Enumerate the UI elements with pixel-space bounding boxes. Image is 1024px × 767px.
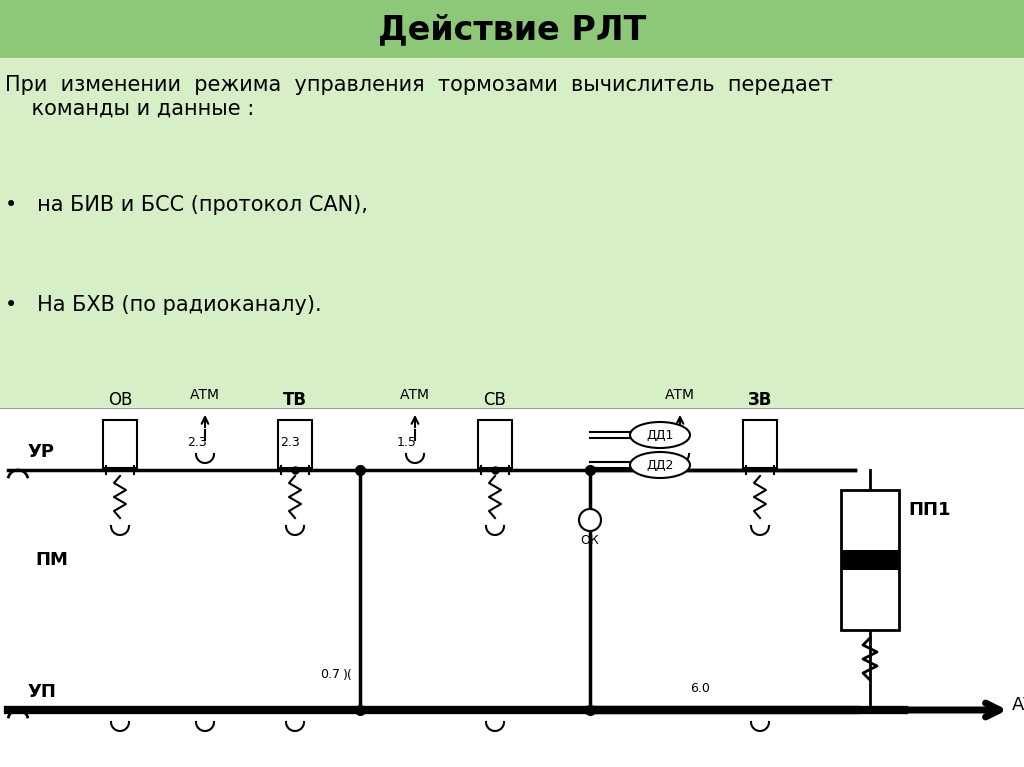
Text: ДД1: ДД1 (646, 429, 674, 442)
Text: ПМ: ПМ (35, 551, 68, 569)
Text: 0.7: 0.7 (319, 669, 340, 682)
Text: АТМ: АТМ (665, 388, 695, 402)
Text: 1.5: 1.5 (397, 436, 417, 449)
Bar (103, 420, 137, 468)
Text: ОК: ОК (581, 534, 599, 547)
Bar (743, 420, 777, 468)
Bar (0, 58, 1024, 408)
Text: АТМ: АТМ (1012, 696, 1024, 714)
Bar (841, 550, 899, 570)
Text: АТМ: АТМ (400, 388, 430, 402)
Ellipse shape (630, 422, 690, 448)
Bar (478, 420, 512, 468)
Text: 2.3: 2.3 (187, 436, 207, 449)
Text: УР: УР (28, 443, 55, 461)
Text: •   На БХВ (по радиоканалу).: • На БХВ (по радиоканалу). (5, 295, 322, 315)
Text: )(: )( (343, 669, 352, 682)
Text: СВ: СВ (483, 391, 507, 409)
Bar (0, 0, 1024, 58)
Text: АТМ: АТМ (190, 388, 220, 402)
Text: УП: УП (28, 683, 57, 701)
Circle shape (579, 509, 601, 531)
Text: ПП1: ПП1 (908, 501, 950, 519)
Text: ДД2: ДД2 (646, 459, 674, 472)
Ellipse shape (630, 452, 690, 478)
Text: 2.3: 2.3 (281, 436, 300, 449)
Text: Действие РЛТ: Действие РЛТ (378, 14, 646, 47)
Text: •   на БИВ и БСС (протокол CAN),: • на БИВ и БСС (протокол CAN), (5, 195, 368, 215)
Bar (841, 490, 899, 630)
Text: 6.0: 6.0 (690, 682, 710, 694)
Text: ТВ: ТВ (283, 391, 307, 409)
Text: ЗВ: ЗВ (748, 391, 772, 409)
Bar (0, 408, 1024, 767)
Bar (278, 420, 312, 468)
Text: При  изменении  режима  управления  тормозами  вычислитель  передает
    команды: При изменении режима управления тормозам… (5, 75, 833, 118)
Text: ОВ: ОВ (108, 391, 132, 409)
